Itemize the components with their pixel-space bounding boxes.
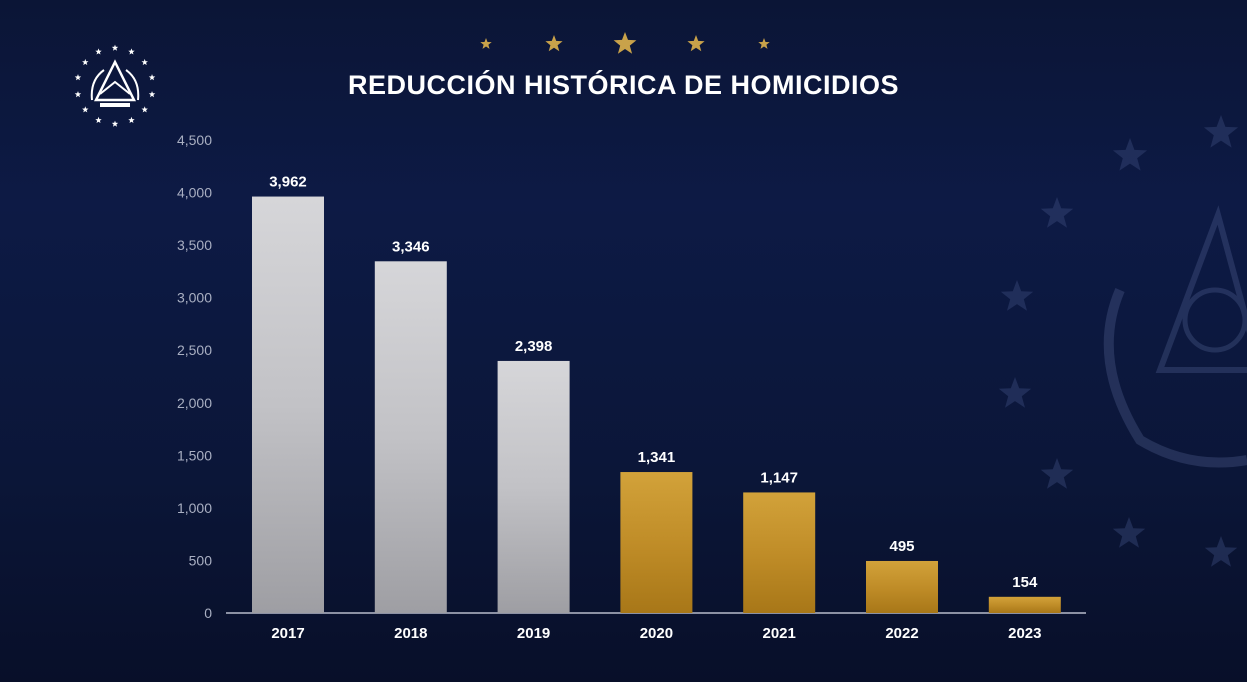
y-tick-label: 3,000 xyxy=(177,290,212,306)
bar-2021 xyxy=(743,492,816,613)
x-tick-label: 2017 xyxy=(271,625,304,642)
background-star-icon xyxy=(1203,115,1239,148)
title-star-icon xyxy=(545,35,563,52)
y-tick-label: 4,500 xyxy=(177,132,212,148)
x-tick-label: 2023 xyxy=(1008,625,1041,642)
title-star-icon xyxy=(687,35,705,52)
background-star-icon xyxy=(1204,536,1238,567)
y-tick-label: 2,500 xyxy=(177,342,212,358)
background-emblem-icon xyxy=(1103,205,1247,468)
y-tick-label: 1,500 xyxy=(177,447,212,463)
bar-value-label: 495 xyxy=(889,538,914,555)
x-tick-label: 2021 xyxy=(763,625,796,642)
bar-value-label: 3,346 xyxy=(392,238,430,255)
x-tick-label: 2018 xyxy=(394,625,427,642)
background-star-icon xyxy=(1040,458,1074,489)
x-tick-label: 2019 xyxy=(517,625,550,642)
bar-2023 xyxy=(988,596,1061,613)
x-tick-label: 2022 xyxy=(885,625,918,642)
bar-value-label: 3,962 xyxy=(269,174,307,191)
y-tick-label: 2,000 xyxy=(177,395,212,411)
y-tick-label: 0 xyxy=(204,605,212,621)
y-tick-label: 4,000 xyxy=(177,185,212,201)
title-star-icon xyxy=(480,38,492,49)
bar-2020 xyxy=(620,472,693,613)
bar-value-label: 154 xyxy=(1012,574,1038,591)
background-star-icon xyxy=(1112,138,1148,171)
chart-title: REDUCCIÓN HISTÓRICA DE HOMICIDIOS xyxy=(347,70,899,100)
coat-of-arms-icon xyxy=(74,44,156,127)
bar-value-label: 1,147 xyxy=(760,469,798,486)
y-tick-label: 3,500 xyxy=(177,237,212,253)
bar-value-label: 2,398 xyxy=(515,338,553,355)
bar-2017 xyxy=(252,196,324,613)
y-tick-label: 500 xyxy=(189,552,213,568)
bar-2022 xyxy=(866,560,938,613)
bar-value-label: 1,341 xyxy=(638,449,676,466)
title-star-icon xyxy=(613,32,637,54)
y-tick-label: 1,000 xyxy=(177,500,212,516)
bar-2018 xyxy=(374,261,447,613)
title-star-icon xyxy=(758,38,770,49)
background-star-icon xyxy=(1000,280,1034,311)
x-tick-label: 2020 xyxy=(640,625,673,642)
background-star-icon xyxy=(1112,517,1146,548)
background-star-icon xyxy=(1040,197,1074,228)
bar-2019 xyxy=(497,360,570,613)
background-star-icon xyxy=(998,377,1032,408)
